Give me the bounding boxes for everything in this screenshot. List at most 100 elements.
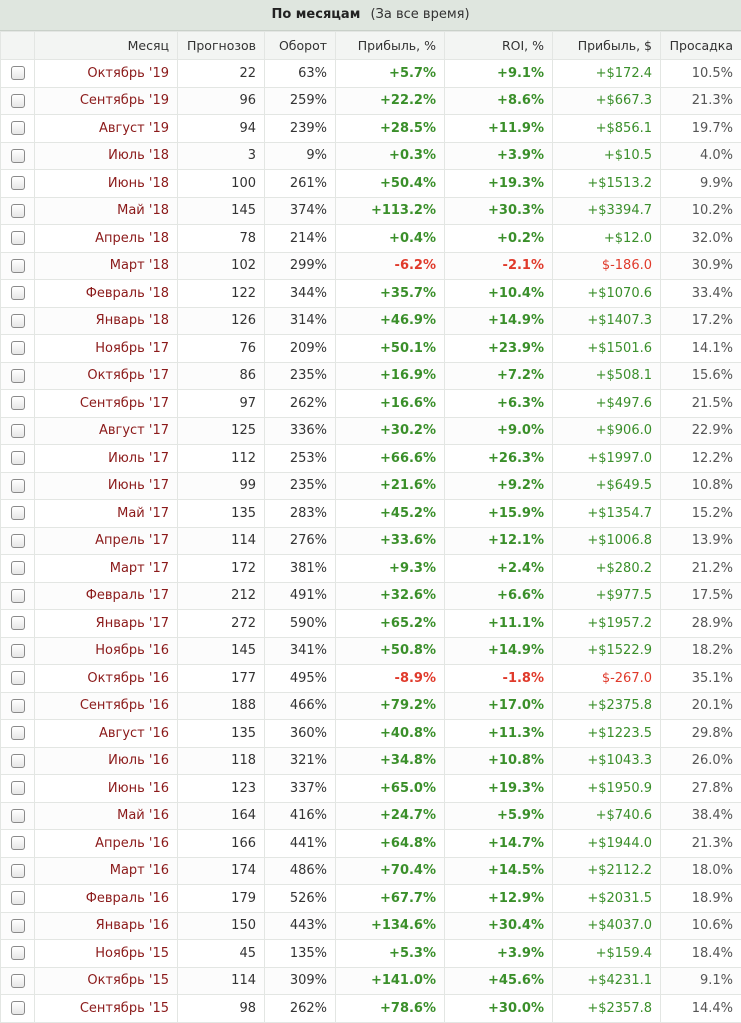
table-title-bar: По месяцам (За все время) <box>0 0 741 31</box>
cell-profit-percent: +141.0% <box>335 966 445 995</box>
cell-profit-percent: +0.3% <box>335 141 445 170</box>
row-checkbox[interactable] <box>10 643 25 658</box>
row-checkbox[interactable] <box>10 891 25 906</box>
table-row: Октябрь '16 177 495% -8.9% -1.8% $-267.0 35.1% <box>0 664 741 693</box>
cell-forecasts: 86 <box>177 361 265 390</box>
cell-profit-percent: +67.7% <box>335 884 445 913</box>
cell-profit-usd: +$172.4 <box>552 59 661 88</box>
cell-roi: +45.6% <box>444 966 553 995</box>
row-checkbox[interactable] <box>10 341 25 356</box>
row-checkbox[interactable] <box>10 863 25 878</box>
cell-forecasts: 97 <box>177 389 265 418</box>
cell-month: Сентябрь '17 <box>34 389 178 418</box>
table-row: Июнь '16 123 337% +65.0% +19.3% +$1950.9 27.8% <box>0 774 741 803</box>
cell-profit-percent: +79.2% <box>335 691 445 720</box>
row-checkbox[interactable] <box>10 561 25 576</box>
table-header-row: Месяц Прогнозов Оборот Прибыль, % ROI, %… <box>0 31 741 60</box>
row-checkbox[interactable] <box>10 93 25 108</box>
cell-forecasts: 166 <box>177 829 265 858</box>
cell-turnover: 486% <box>264 856 336 885</box>
row-checkbox[interactable] <box>10 121 25 136</box>
cell-profit-percent: +64.8% <box>335 829 445 858</box>
table-row: Июнь '17 99 235% +21.6% +9.2% +$649.5 10.8% <box>0 471 741 500</box>
row-checkbox[interactable] <box>10 478 25 493</box>
row-checkbox[interactable] <box>10 231 25 246</box>
cell-roi: +12.9% <box>444 884 553 913</box>
cell-roi: +6.3% <box>444 389 553 418</box>
cell-profit-percent: +0.4% <box>335 224 445 253</box>
cell-profit-usd: +$649.5 <box>552 471 661 500</box>
table-row: Сентябрь '15 98 262% +78.6% +30.0% +$2357.8 14… <box>0 994 741 1023</box>
row-checkbox[interactable] <box>10 313 25 328</box>
cell-profit-usd: +$1950.9 <box>552 774 661 803</box>
row-checkbox[interactable] <box>10 396 25 411</box>
cell-profit-percent: +134.6% <box>335 911 445 940</box>
row-select-cell <box>0 251 35 280</box>
cell-forecasts: 212 <box>177 581 265 610</box>
column-header-drawdown[interactable]: Просадка <box>660 31 741 60</box>
column-header-profit-percent[interactable]: Прибыль, % <box>335 31 445 60</box>
table-row: Ноябрь '15 45 135% +5.3% +3.9% +$159.4 18.4% <box>0 939 741 968</box>
cell-roi: +11.3% <box>444 719 553 748</box>
row-select-cell <box>0 444 35 473</box>
cell-drawdown: 27.8% <box>660 774 741 803</box>
row-select-cell <box>0 994 35 1023</box>
cell-profit-percent: -6.2% <box>335 251 445 280</box>
cell-profit-percent: +5.3% <box>335 939 445 968</box>
row-checkbox[interactable] <box>10 808 25 823</box>
table-row: Август '16 135 360% +40.8% +11.3% +$1223.5 29.… <box>0 719 741 748</box>
cell-drawdown: 33.4% <box>660 279 741 308</box>
row-checkbox[interactable] <box>10 423 25 438</box>
table-row: Январь '17 272 590% +65.2% +11.1% +$1957.2 28.… <box>0 609 741 638</box>
row-checkbox[interactable] <box>10 753 25 768</box>
table-subtitle: (За все время) <box>370 7 470 22</box>
cell-drawdown: 17.2% <box>660 306 741 335</box>
row-checkbox[interactable] <box>10 726 25 741</box>
cell-profit-percent: +30.2% <box>335 416 445 445</box>
row-checkbox[interactable] <box>10 368 25 383</box>
row-checkbox[interactable] <box>10 176 25 191</box>
row-checkbox[interactable] <box>10 918 25 933</box>
row-checkbox[interactable] <box>10 1001 25 1016</box>
cell-turnover: 443% <box>264 911 336 940</box>
cell-month: Февраль '16 <box>34 884 178 913</box>
column-header-month[interactable]: Месяц <box>34 31 178 60</box>
row-checkbox[interactable] <box>10 973 25 988</box>
row-checkbox[interactable] <box>10 781 25 796</box>
cell-forecasts: 174 <box>177 856 265 885</box>
row-checkbox[interactable] <box>10 148 25 163</box>
row-checkbox[interactable] <box>10 66 25 81</box>
row-checkbox[interactable] <box>10 203 25 218</box>
cell-month: Сентябрь '16 <box>34 691 178 720</box>
cell-month: Май '18 <box>34 196 178 225</box>
cell-drawdown: 10.8% <box>660 471 741 500</box>
row-checkbox[interactable] <box>10 286 25 301</box>
cell-profit-percent: +78.6% <box>335 994 445 1023</box>
row-checkbox[interactable] <box>10 836 25 851</box>
row-checkbox[interactable] <box>10 616 25 631</box>
row-checkbox[interactable] <box>10 533 25 548</box>
row-checkbox[interactable] <box>10 451 25 466</box>
row-checkbox[interactable] <box>10 506 25 521</box>
row-checkbox[interactable] <box>10 258 25 273</box>
column-header-turnover[interactable]: Оборот <box>264 31 336 60</box>
cell-drawdown: 18.2% <box>660 636 741 665</box>
column-header-profit-usd[interactable]: Прибыль, $ <box>552 31 661 60</box>
column-header-roi[interactable]: ROI, % <box>444 31 553 60</box>
cell-turnover: 344% <box>264 279 336 308</box>
row-checkbox[interactable] <box>10 946 25 961</box>
table-title: По месяцам <box>271 7 361 22</box>
cell-drawdown: 9.9% <box>660 169 741 198</box>
column-header-forecasts[interactable]: Прогнозов <box>177 31 265 60</box>
row-checkbox[interactable] <box>10 698 25 713</box>
table-row: Август '19 94 239% +28.5% +11.9% +$856.1 19.7% <box>0 114 741 143</box>
cell-month: Апрель '16 <box>34 829 178 858</box>
cell-forecasts: 98 <box>177 994 265 1023</box>
row-checkbox[interactable] <box>10 671 25 686</box>
cell-profit-usd: +$4037.0 <box>552 911 661 940</box>
cell-turnover: 341% <box>264 636 336 665</box>
row-checkbox[interactable] <box>10 588 25 603</box>
cell-month: Февраль '17 <box>34 581 178 610</box>
cell-month: Июль '16 <box>34 746 178 775</box>
row-select-cell <box>0 526 35 555</box>
